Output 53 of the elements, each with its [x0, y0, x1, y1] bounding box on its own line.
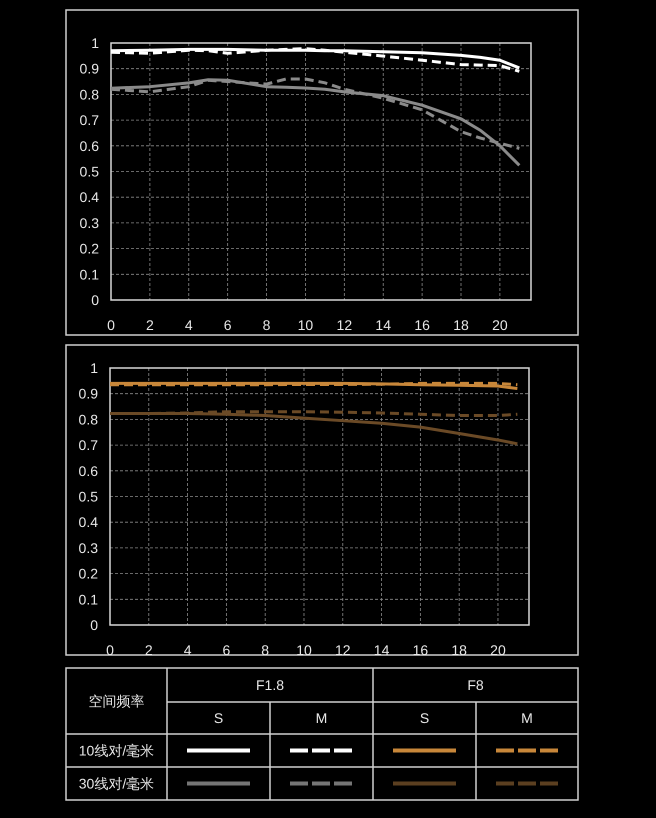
x-tick-label: 10 [298, 317, 314, 333]
x-tick-label: 4 [184, 317, 193, 333]
text: S [420, 710, 430, 726]
x-tick-label: 6 [222, 642, 230, 658]
x-tick-label: 12 [336, 317, 352, 333]
x-tick-label: 6 [224, 317, 232, 333]
y-tick-label: 0.8 [78, 411, 98, 428]
y-tick-label: 0.1 [78, 591, 98, 608]
x-tick-label: 10 [296, 642, 312, 658]
x-tick-label: 0 [107, 317, 116, 333]
y-tick-label: 0.9 [80, 60, 100, 77]
x-tick-label: 4 [184, 642, 192, 658]
y-tick-label: 0 [90, 617, 98, 633]
y-tick-label: 1 [90, 360, 98, 376]
y-tick-label: 0.9 [78, 386, 98, 402]
y-tick-label: 0.7 [80, 112, 100, 128]
x-tick-label: 14 [374, 642, 390, 658]
text: M [521, 710, 533, 726]
x-tick-label: 8 [262, 317, 271, 333]
x-tick-label: 16 [412, 642, 428, 658]
x-tick-label: 18 [453, 317, 469, 333]
x-tick-label: 12 [334, 642, 351, 658]
text: F1.8 [256, 677, 284, 693]
x-tick-label: 0 [106, 642, 114, 658]
y-tick-label: 0 [91, 292, 100, 308]
y-tick-label: 0.8 [80, 86, 100, 102]
y-tick-label: 0.7 [78, 437, 98, 454]
y-tick-label: 0.4 [80, 189, 100, 206]
y-tick-label: 0.2 [78, 566, 98, 582]
x-tick-label: 20 [492, 317, 508, 333]
y-tick-label: 0.6 [78, 462, 98, 479]
text: 30线对/毫米 [78, 776, 154, 792]
y-tick-label: 0.2 [80, 240, 100, 257]
x-tick-label: 18 [451, 642, 468, 658]
text: S [214, 710, 224, 726]
x-tick-label: 2 [144, 642, 153, 658]
text: 空间频率 [88, 693, 144, 709]
y-tick-label: 0.6 [80, 138, 100, 154]
y-tick-label: 0.3 [80, 214, 100, 231]
x-tick-label: 2 [146, 317, 154, 333]
y-tick-label: 0.4 [78, 514, 98, 530]
x-tick-label: 8 [261, 642, 270, 658]
y-tick-label: 1 [91, 35, 100, 51]
text: M [316, 710, 328, 726]
y-tick-label: 0.1 [80, 266, 100, 282]
x-tick-label: 16 [414, 317, 430, 333]
text: F8 [467, 677, 484, 693]
y-tick-label: 0.5 [80, 164, 100, 180]
y-tick-label: 0.5 [78, 488, 98, 504]
text: 10线对/毫米 [78, 742, 154, 758]
x-tick-label: 14 [375, 317, 392, 333]
x-tick-label: 20 [490, 642, 506, 658]
y-tick-label: 0.3 [78, 540, 98, 556]
